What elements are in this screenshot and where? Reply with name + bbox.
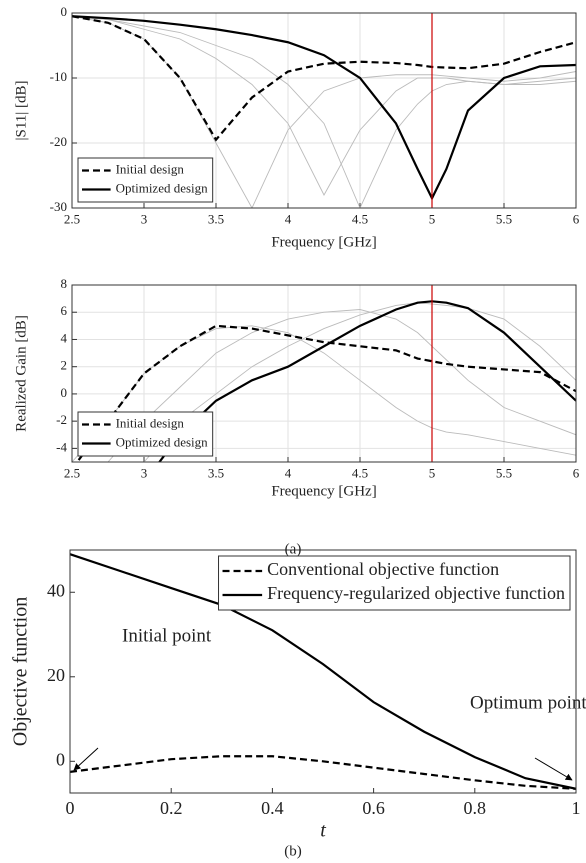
y-tick-label: 40	[47, 580, 65, 600]
legend-box	[77, 157, 214, 203]
series-line	[70, 553, 576, 790]
legend-label: Optimized design	[116, 180, 209, 195]
arrow	[73, 747, 99, 771]
annotation: Optimum point	[470, 692, 586, 713]
x-tick-label: 5.5	[496, 211, 512, 226]
legend-label: Optimized design	[116, 434, 209, 449]
legend-label: Initial design	[116, 161, 185, 176]
x-tick-label: 5.5	[496, 465, 512, 480]
caption: (a)	[285, 541, 302, 557]
y-tick-label: 20	[47, 665, 65, 685]
annotation: Initial point	[122, 625, 212, 646]
series-line	[70, 755, 576, 790]
legend-label: Initial design	[116, 415, 185, 430]
y-tick-label: -2	[56, 412, 67, 427]
x-tick-label: 4.5	[352, 465, 368, 480]
y-tick-label: 6	[61, 303, 68, 318]
legend-box	[77, 411, 214, 457]
x-tick-label: 3.5	[208, 465, 224, 480]
legend: Initial design Optimized design	[77, 157, 214, 203]
series-line	[75, 324, 576, 462]
legend: Initial design Optimized design	[77, 411, 214, 457]
x-tick-label: 1	[572, 798, 581, 818]
x-tick-label: 0.6	[362, 798, 385, 818]
x-tick-label: 3	[141, 211, 148, 226]
series-line	[72, 15, 576, 142]
y-tick-label: 0	[61, 385, 68, 400]
y-axis-label: Realized Gain [dB]	[13, 315, 29, 432]
x-tick-label: 6	[573, 211, 580, 226]
legend-box	[218, 555, 571, 611]
x-axis-label: Frequency [GHz]	[271, 234, 376, 250]
axes-frame	[71, 284, 577, 463]
x-tick-label: 0.4	[261, 798, 284, 818]
x-tick-label: 5	[429, 211, 436, 226]
plot: 2.5 3 3.5 4 4.5 5 5.5 6 -30 -20 -10 0 Frequency [GHz…	[13, 4, 579, 250]
plot: 0 0.2 0.4 0.6 0.8 1 0 20 40 t Objective function Co…	[10, 549, 581, 842]
x-tick-label: 5	[429, 465, 436, 480]
y-tick-label: -30	[50, 199, 67, 214]
arrow	[534, 757, 573, 781]
axes-frame	[71, 12, 577, 209]
x-tick-label: 4	[285, 211, 292, 226]
x-tick-label: 0.8	[464, 798, 487, 818]
x-tick-label: 6	[573, 465, 580, 480]
series-line	[72, 15, 576, 208]
x-tick-label: 0	[66, 798, 75, 818]
y-tick-label: 0	[61, 4, 68, 19]
plot: 2.5 3 3.5 4 4.5 5 5.5 6 -4 -2 0 2 4 6 8 Frequency [GHz]…	[13, 276, 580, 499]
y-axis-label: Objective function	[10, 597, 32, 746]
x-tick-label: 4.5	[352, 211, 368, 226]
axes-frame	[69, 549, 577, 794]
x-tick-label: 2.5	[64, 465, 80, 480]
caption: (b)	[284, 843, 302, 859]
x-tick-label: 3.5	[208, 211, 224, 226]
x-tick-label: 4	[285, 465, 292, 480]
y-tick-label: 0	[56, 749, 65, 769]
series-line	[72, 15, 576, 201]
x-axis-label: Frequency [GHz]	[271, 483, 376, 499]
x-tick-label: 2.5	[64, 211, 80, 226]
y-tick-label: -4	[56, 439, 67, 454]
legend-label: Frequency-regularized objective function	[267, 583, 565, 603]
legend: Conventional objective function Frequency…	[218, 555, 571, 611]
x-tick-label: 0.2	[160, 798, 183, 818]
y-tick-label: -20	[50, 134, 67, 149]
y-tick-label: 2	[61, 358, 68, 373]
series-line	[107, 309, 576, 462]
y-axis-label: |S11| [dB]	[13, 80, 29, 140]
x-tick-label: 3	[141, 465, 148, 480]
y-tick-label: 8	[61, 276, 68, 291]
y-tick-label: -10	[50, 69, 67, 84]
legend-label: Conventional objective function	[267, 559, 499, 579]
x-axis-label: t	[320, 820, 326, 842]
y-tick-label: 4	[61, 330, 68, 345]
